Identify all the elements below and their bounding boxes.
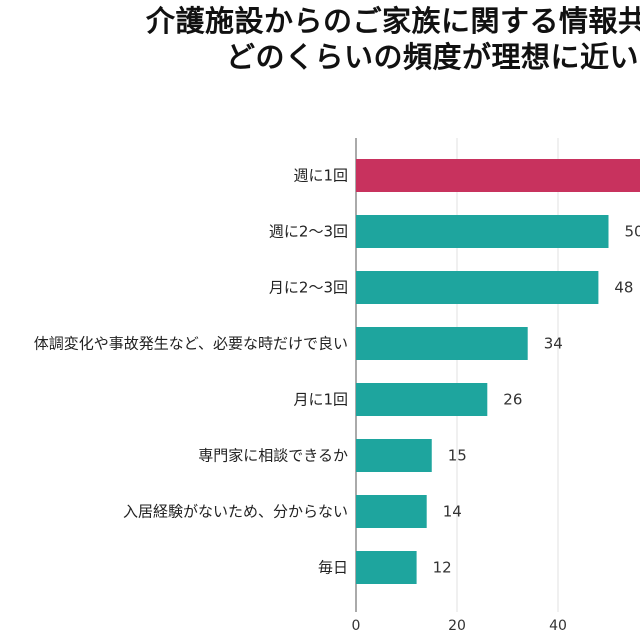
category-label: 毎日 (318, 559, 348, 577)
category-label: 専門家に相談できるか (198, 447, 348, 465)
bar (356, 327, 528, 360)
bar (356, 383, 488, 416)
data-label: 26 (503, 391, 522, 409)
category-label: 月に1回 (293, 391, 348, 409)
bar (356, 159, 640, 192)
data-label: 48 (614, 279, 633, 297)
bar (356, 271, 599, 304)
category-label: 体調変化や事故発生など、必要な時だけで良い (34, 335, 348, 353)
category-label: 月に2〜3回 (269, 279, 348, 297)
x-tick-label: 0 (352, 618, 361, 634)
bar (356, 551, 417, 584)
x-tick-label: 40 (549, 618, 567, 634)
x-tick-label: 20 (448, 618, 466, 634)
data-label: 12 (433, 559, 452, 577)
data-label: 50 (625, 223, 640, 241)
data-label: 14 (443, 503, 462, 521)
data-label: 15 (448, 447, 467, 465)
bar (356, 215, 609, 248)
bar (356, 495, 427, 528)
category-label: 入居経験がないため、分からない (123, 503, 348, 521)
category-label: 週に1回 (293, 167, 348, 185)
chart-title-line-1: 介護施設からのご家族に関する情報共 (146, 4, 640, 38)
bar (356, 439, 432, 472)
category-label: 週に2〜3回 (269, 223, 348, 241)
data-label: 34 (544, 335, 563, 353)
chart-title-line-2: どのくらいの頻度が理想に近い (226, 40, 640, 74)
